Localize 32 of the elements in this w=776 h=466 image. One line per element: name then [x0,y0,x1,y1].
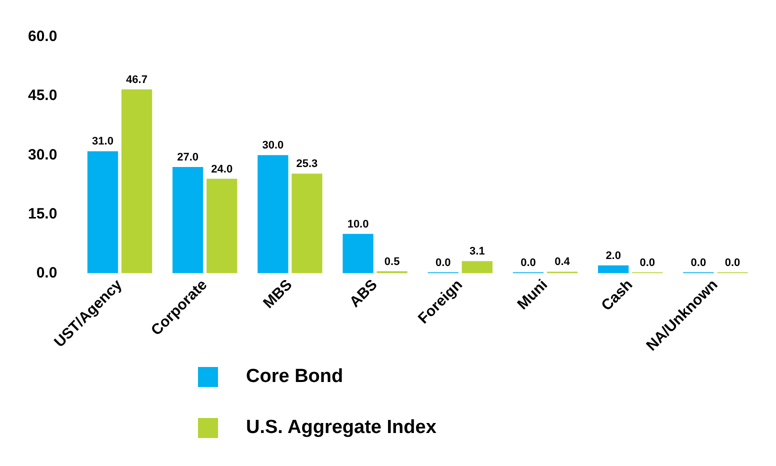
bar [292,174,322,274]
data-label: 0.0 [640,256,656,269]
bar [121,89,152,274]
bar [206,178,238,274]
data-label: 0.0 [724,256,740,269]
bar [598,265,629,274]
legend-label: U.S. Aggregate Index [246,416,436,438]
data-label: 3.1 [470,246,485,258]
bar [87,151,118,274]
bar [342,234,374,274]
legend-label: Core Bond [246,366,344,388]
y-tick-label: 45.0 [28,87,58,104]
data-label: 0.0 [690,256,706,269]
data-label: 0.0 [520,256,536,269]
data-label: 0.0 [435,256,451,269]
data-label: 25.3 [296,158,318,170]
data-label: 27.0 [177,151,199,164]
data-label: 24.0 [211,163,233,176]
data-label: 10.0 [347,218,369,230]
y-tick-label: 15.0 [28,205,58,222]
data-label: 0.5 [384,256,400,268]
bar [258,155,288,274]
bar [462,261,492,274]
bar [172,166,204,274]
y-tick-label: 30.0 [28,146,58,164]
y-tick-label: 60.0 [28,28,58,46]
data-label: 30.0 [262,140,284,152]
data-label: 31.0 [92,136,114,148]
data-label: 0.4 [554,256,571,268]
data-label: 2.0 [606,250,621,262]
data-label: 46.7 [126,74,148,86]
y-tick-label: 0.0 [36,264,58,282]
